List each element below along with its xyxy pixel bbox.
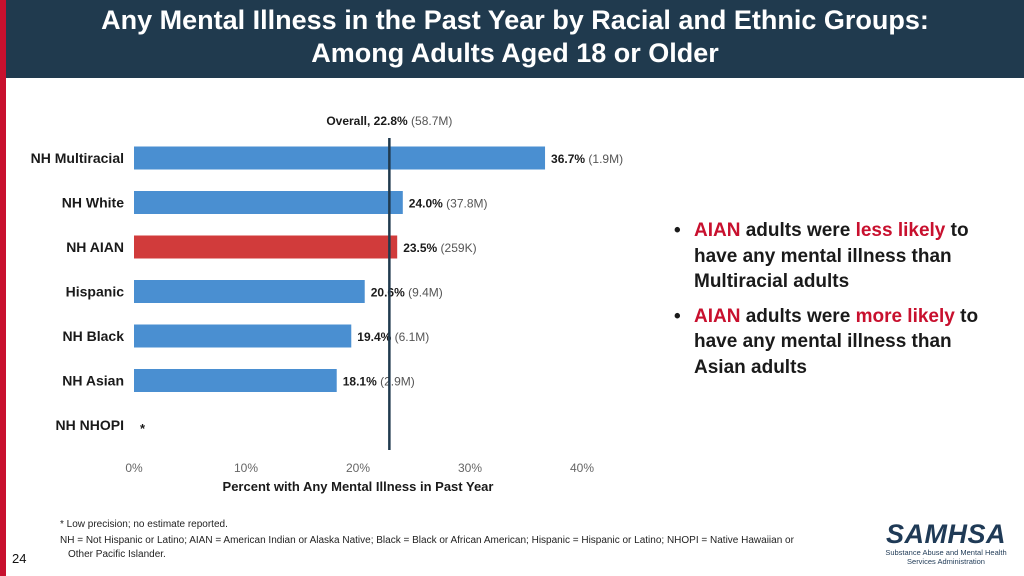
logo-subtitle-1: Substance Abuse and Mental Health bbox=[885, 548, 1007, 557]
x-tick-label: 40% bbox=[570, 461, 594, 475]
finding-segment: AIAN bbox=[694, 220, 741, 241]
bullet-dot: • bbox=[674, 305, 681, 327]
data-label: 19.4% (6.1M) bbox=[357, 330, 429, 344]
page-title-line-2: Among Adults Aged 18 or Older bbox=[311, 38, 719, 68]
finding-text: AIAN adults were more likely to have any… bbox=[694, 306, 978, 378]
x-axis-title: Percent with Any Mental Illness in Past … bbox=[223, 479, 494, 494]
x-tick-label: 0% bbox=[125, 461, 143, 475]
data-label: * bbox=[140, 421, 146, 436]
data-label: 24.0% (37.8M) bbox=[409, 197, 488, 211]
bar bbox=[134, 369, 337, 392]
title-banner: Any Mental Illness in the Past Year by R… bbox=[6, 0, 1024, 78]
data-label: 36.7% (1.9M) bbox=[551, 152, 623, 166]
category-label: Hispanic bbox=[66, 284, 125, 300]
bar bbox=[134, 191, 403, 214]
finding-segment: AIAN bbox=[694, 305, 741, 327]
category-label: NH Black bbox=[63, 328, 125, 344]
x-tick-label: 30% bbox=[458, 461, 482, 475]
samhsa-logo: SAMHSA Substance Abuse and Mental Health… bbox=[876, 520, 1016, 566]
finding-text: AIAN adults were less likely to have any… bbox=[694, 220, 969, 292]
category-label: NH Asian bbox=[62, 373, 124, 389]
footnote-abbreviations-text: NH = Not Hispanic or Latino; AIAN = Amer… bbox=[60, 535, 794, 546]
data-label: 20.6% (9.4M) bbox=[371, 286, 443, 300]
finding-bullet: • AIAN adults were more likely to have a… bbox=[674, 304, 1004, 381]
key-findings: • AIAN adults were less likely to have a… bbox=[674, 218, 1004, 389]
category-label: NH NHOPI bbox=[56, 417, 124, 433]
x-tick-label: 20% bbox=[346, 461, 370, 475]
bar bbox=[134, 324, 352, 348]
finding-segment: to have any mental illness than Multirac… bbox=[694, 220, 969, 292]
bar bbox=[134, 146, 546, 170]
bar bbox=[134, 235, 398, 259]
category-label: NH White bbox=[62, 195, 124, 211]
footnotes: * Low precision; no estimate reported. N… bbox=[60, 518, 860, 562]
footnote-low-precision: * Low precision; no estimate reported. bbox=[60, 519, 228, 530]
page-number: 24 bbox=[12, 551, 27, 566]
finding-bullet: • AIAN adults were less likely to have a… bbox=[674, 218, 1004, 295]
x-tick-label: 10% bbox=[234, 461, 258, 475]
data-label: 18.1% (2.9M) bbox=[343, 375, 415, 389]
data-label: 23.5% (259K) bbox=[403, 241, 476, 255]
footnote-abbreviations: NH = Not Hispanic or Latino; AIAN = Amer… bbox=[60, 534, 860, 562]
category-label: NH Multiracial bbox=[31, 150, 124, 166]
finding-segment: less likely bbox=[855, 220, 946, 241]
logo-subtitle-2: Services Administration bbox=[907, 557, 985, 566]
finding-segment: more likely bbox=[855, 305, 955, 327]
bar bbox=[134, 280, 365, 303]
bar-chart: NH Multiracial 36.7% (1.9M) NH White 24.0% … bbox=[31, 114, 623, 494]
finding-segment: adults were bbox=[740, 305, 856, 327]
bullet-dot: • bbox=[674, 220, 681, 241]
logo-wordmark: SAMHSA bbox=[885, 519, 1006, 549]
left-accent-stripe bbox=[0, 0, 6, 576]
finding-segment: to have any mental illness than Asian ad… bbox=[694, 305, 979, 378]
page-title-line-1: Any Mental Illness in the Past Year by R… bbox=[101, 5, 929, 35]
footnote-abbreviations-cont: Other Pacific Islander. bbox=[68, 549, 166, 560]
category-label: NH AIAN bbox=[66, 239, 124, 255]
reference-line-label: Overall, 22.8% (58.7M) bbox=[326, 114, 452, 128]
finding-segment: adults were bbox=[740, 220, 856, 241]
